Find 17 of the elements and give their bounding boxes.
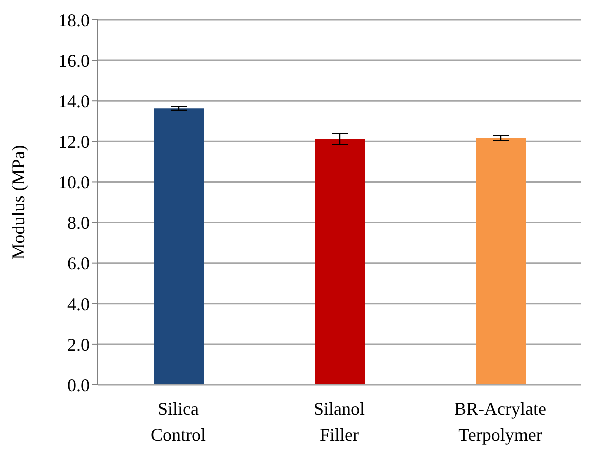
y-tick-label: 16.0	[58, 50, 90, 71]
y-tick-label: 4.0	[68, 294, 90, 314]
y-tick-label: 0.0	[68, 375, 90, 396]
bar	[476, 138, 526, 385]
y-tick-label: 8.0	[68, 213, 90, 234]
y-tick-label: 14.0	[58, 92, 90, 112]
x-tick-label: BR-Acrylate Terpolymer	[454, 399, 546, 445]
x-tick-label: Silanol Filler	[314, 399, 366, 445]
y-tick-label: 10.0	[58, 172, 90, 193]
y-tick-label: 2.0	[68, 334, 90, 355]
bar	[315, 139, 365, 385]
bar	[154, 108, 204, 385]
x-tick-label: Silica Control	[150, 399, 206, 445]
y-tick-label: 18.0	[58, 10, 90, 30]
y-axis-title: Modulus (MPa)	[8, 145, 28, 260]
y-tick-label: 6.0	[68, 254, 90, 274]
y-tick-label: 12.0	[58, 132, 90, 152]
